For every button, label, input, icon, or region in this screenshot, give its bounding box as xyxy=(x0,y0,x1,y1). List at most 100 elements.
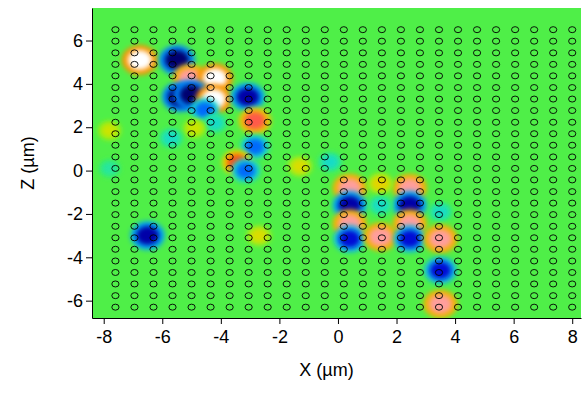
hole xyxy=(264,27,271,33)
hole xyxy=(359,293,366,299)
hole xyxy=(435,119,442,125)
hole xyxy=(359,85,366,91)
hole xyxy=(569,119,576,125)
hole xyxy=(397,61,404,67)
y-tick-label: 0 xyxy=(73,161,83,181)
hole xyxy=(397,269,404,275)
hole xyxy=(245,223,252,229)
hole xyxy=(435,108,442,114)
hole xyxy=(264,119,271,125)
hole xyxy=(397,85,404,91)
hole xyxy=(569,223,576,229)
hole xyxy=(131,50,138,56)
hole xyxy=(378,96,385,102)
field-halo xyxy=(368,173,393,194)
hole xyxy=(378,235,385,241)
field-halo xyxy=(239,107,271,134)
hole xyxy=(207,142,214,148)
hole xyxy=(512,165,519,171)
hole xyxy=(340,269,347,275)
hole xyxy=(512,38,519,44)
hole xyxy=(569,177,576,183)
hole xyxy=(150,189,157,195)
hole xyxy=(492,223,499,229)
hole xyxy=(359,27,366,33)
hole xyxy=(302,85,309,91)
hole xyxy=(454,38,461,44)
hole xyxy=(150,38,157,44)
hole xyxy=(245,258,252,264)
hole xyxy=(454,212,461,218)
hole xyxy=(150,258,157,264)
hole xyxy=(378,177,385,183)
hole xyxy=(512,223,519,229)
hole xyxy=(435,258,442,264)
hole xyxy=(340,293,347,299)
hole xyxy=(340,223,347,229)
hole xyxy=(340,108,347,114)
hole xyxy=(492,142,499,148)
hole xyxy=(207,223,214,229)
hole xyxy=(283,108,290,114)
hole xyxy=(416,96,423,102)
hole xyxy=(302,189,309,195)
x-tick-mark xyxy=(338,318,339,324)
hole xyxy=(454,131,461,137)
hole xyxy=(416,269,423,275)
hole xyxy=(492,165,499,171)
hole xyxy=(550,73,557,79)
y-tick-label: 4 xyxy=(73,74,83,94)
hole xyxy=(150,119,157,125)
hole xyxy=(302,235,309,241)
hole xyxy=(473,96,480,102)
hole xyxy=(340,165,347,171)
hole xyxy=(131,154,138,160)
hole xyxy=(531,258,538,264)
x-tick-label: 8 xyxy=(568,327,578,347)
hole xyxy=(531,50,538,56)
hole xyxy=(321,131,328,137)
hole xyxy=(473,223,480,229)
hole xyxy=(340,38,347,44)
hole xyxy=(302,212,309,218)
hole xyxy=(397,73,404,79)
hole xyxy=(188,293,195,299)
hole xyxy=(207,50,214,56)
hole xyxy=(150,293,157,299)
hole xyxy=(531,189,538,195)
hole xyxy=(150,165,157,171)
hole xyxy=(226,212,233,218)
hole xyxy=(492,212,499,218)
hole xyxy=(416,131,423,137)
hole xyxy=(226,73,233,79)
hole xyxy=(531,212,538,218)
hole xyxy=(188,258,195,264)
hole xyxy=(131,269,138,275)
hole xyxy=(112,38,119,44)
hole xyxy=(226,61,233,67)
field-halo xyxy=(424,257,456,284)
hole xyxy=(226,281,233,287)
hole xyxy=(321,50,328,56)
hole xyxy=(226,246,233,252)
hole xyxy=(378,27,385,33)
hole xyxy=(207,304,214,310)
hole xyxy=(226,304,233,310)
hole xyxy=(264,269,271,275)
hole xyxy=(188,223,195,229)
hole xyxy=(378,50,385,56)
hole xyxy=(321,246,328,252)
hole xyxy=(492,177,499,183)
x-tick: 8 xyxy=(568,318,578,347)
hole xyxy=(302,50,309,56)
hole xyxy=(226,235,233,241)
hole xyxy=(245,165,252,171)
hole xyxy=(473,258,480,264)
hole xyxy=(112,177,119,183)
x-tick-mark xyxy=(455,318,456,324)
hole xyxy=(188,246,195,252)
field-spot xyxy=(399,230,421,248)
hole xyxy=(340,50,347,56)
y-tick: 6 xyxy=(73,31,92,51)
hole xyxy=(302,119,309,125)
